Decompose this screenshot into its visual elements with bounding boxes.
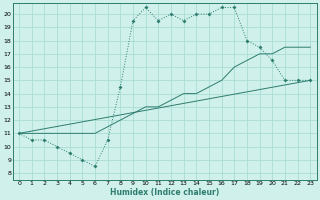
X-axis label: Humidex (Indice chaleur): Humidex (Indice chaleur) bbox=[110, 188, 219, 197]
